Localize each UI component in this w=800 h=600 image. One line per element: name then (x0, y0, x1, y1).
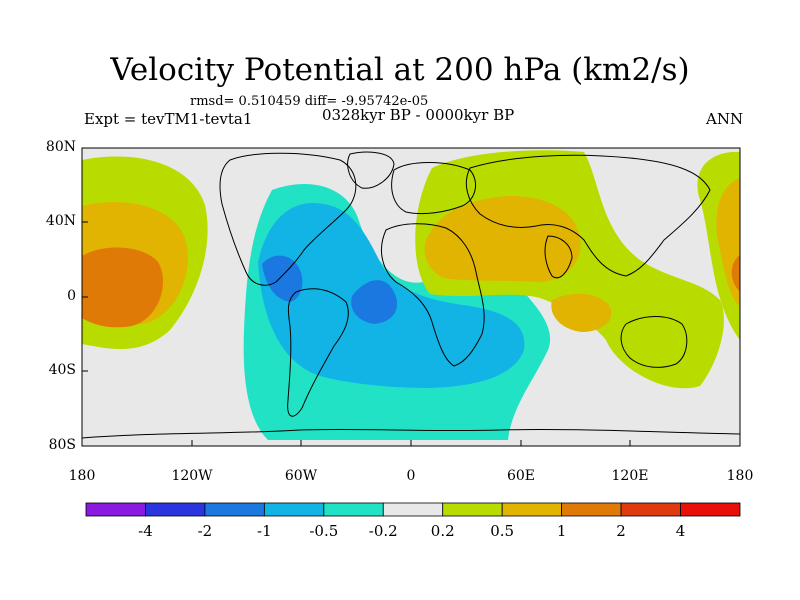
colorbar-swatch (442, 502, 503, 517)
coast-india (544, 235, 573, 279)
contour-atlantic-strong-2 (351, 280, 398, 324)
contour-eurasia-mid (424, 196, 581, 282)
lon-label: 180 (68, 468, 96, 484)
coast-antarctica (82, 428, 740, 439)
colorbar-swatch (382, 502, 444, 517)
lat-label: 0 (67, 288, 76, 304)
lon-label: 60E (506, 468, 536, 484)
coast-europe (391, 162, 477, 215)
contour-atlantic-strong (262, 255, 303, 302)
lon-label: 60W (284, 468, 318, 484)
coast-greenland (347, 151, 395, 189)
lat-label: 40S (48, 362, 76, 378)
colorbar-swatch (620, 502, 681, 517)
lat-label: 80S (48, 437, 76, 453)
colorbar-swatch (204, 502, 265, 517)
colorbar-label: -0.2 (368, 522, 398, 540)
contour-east-pacific-strong (731, 255, 740, 292)
experiment-label: Expt = tevTM1-tevta1 (84, 110, 253, 128)
coastlines (82, 151, 740, 439)
stats-text: rmsd= 0.510459 diff= -9.95742e-05 (190, 94, 429, 109)
coast-north-america (219, 152, 357, 286)
lon-label: 120W (171, 468, 213, 484)
contour-pacific-strong (82, 247, 163, 328)
lon-label: 180 (726, 468, 754, 484)
colorbar-swatch (263, 502, 325, 517)
colorbar-label: 2 (616, 522, 626, 540)
colorbar (85, 502, 741, 517)
contour-fill-layer (82, 150, 740, 440)
lon-tick-group (81, 440, 741, 446)
colorbar-label: -1 (257, 522, 272, 540)
colorbar-label: -0.5 (309, 522, 339, 540)
colorbar-swatch (561, 502, 622, 517)
coast-africa (381, 223, 485, 367)
colorbar-label: -4 (138, 522, 153, 540)
plot-title: Velocity Potential at 200 hPa (km2/s) (110, 52, 690, 88)
colorbar-swatch (145, 502, 206, 517)
lat-label: 40N (45, 213, 76, 229)
coast-australia (620, 316, 688, 368)
colorbar-label: 0.5 (490, 522, 515, 540)
colorbar-swatch (501, 502, 563, 517)
lon-label: 120E (611, 468, 649, 484)
colorbar-label: 0.2 (430, 522, 455, 540)
coast-south-america (287, 288, 349, 417)
lat-tick-group (82, 147, 88, 447)
colorbar-label: -2 (197, 522, 213, 540)
colorbar-label: 1 (556, 522, 567, 540)
colorbar-swatch (323, 502, 384, 517)
colorbar-swatch (680, 502, 741, 517)
season-label: ANN (706, 110, 744, 128)
lat-label: 80N (45, 139, 76, 155)
coast-asia (465, 154, 711, 277)
period-label: 0328kyr BP - 0000kyr BP (322, 106, 515, 124)
colorbar-swatch (85, 502, 146, 517)
lon-label: 0 (406, 468, 416, 484)
contour-indian-ocean-mid (551, 293, 612, 332)
colorbar-label: 4 (675, 522, 686, 540)
